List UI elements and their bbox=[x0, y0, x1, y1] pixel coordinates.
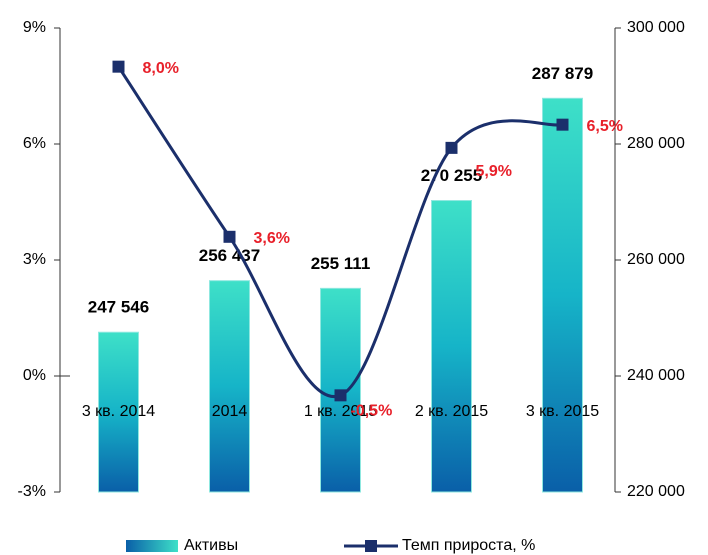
line-marker bbox=[445, 141, 458, 154]
bar bbox=[542, 97, 583, 493]
line-value-label: 8,0% bbox=[143, 60, 179, 77]
bar bbox=[431, 200, 472, 493]
bar-value-label: 255 111 bbox=[311, 254, 371, 273]
line-marker bbox=[112, 60, 125, 73]
y2-tick-label: 240 000 bbox=[627, 367, 685, 384]
y2-tick-label: 220 000 bbox=[627, 483, 685, 500]
legend-label: Активы bbox=[184, 537, 238, 554]
legend-marker bbox=[365, 540, 377, 552]
legend-label: Темп прироста, % bbox=[402, 537, 535, 554]
y-tick-label: -3% bbox=[18, 483, 46, 500]
x-tick-label: 2 кв. 2015 bbox=[415, 403, 488, 420]
x-tick-label: 2014 bbox=[212, 403, 248, 420]
x-tick-label: 3 кв. 2015 bbox=[526, 403, 599, 420]
bar-value-label: 287 879 bbox=[532, 64, 593, 83]
y2-tick-label: 300 000 bbox=[627, 19, 685, 36]
x-tick-label: 1 кв. 2015 bbox=[304, 403, 377, 420]
y-tick-label: 3% bbox=[23, 251, 46, 268]
y2-tick-label: 260 000 bbox=[627, 251, 685, 268]
line-marker bbox=[556, 118, 569, 131]
legend-swatch bbox=[126, 540, 178, 552]
bar bbox=[98, 331, 139, 493]
line-value-label: 6,5% bbox=[587, 118, 623, 135]
bar bbox=[209, 280, 250, 493]
y-tick-label: 0% bbox=[23, 367, 46, 384]
line-marker bbox=[223, 230, 236, 243]
y-tick-label: 6% bbox=[23, 135, 46, 152]
y2-tick-label: 280 000 bbox=[627, 135, 685, 152]
y-tick-label: 9% bbox=[23, 19, 46, 36]
line-value-label: -0,5% bbox=[351, 403, 393, 420]
line-marker bbox=[334, 389, 347, 402]
x-tick-label: 3 кв. 2014 bbox=[82, 403, 155, 420]
bar-value-label: 270 255 bbox=[421, 166, 482, 185]
line-value-label: 5,9% bbox=[476, 163, 512, 180]
bar-value-label: 256 437 bbox=[199, 246, 260, 265]
line-value-label: 3,6% bbox=[254, 230, 290, 247]
bar-value-label: 247 546 bbox=[88, 298, 149, 317]
